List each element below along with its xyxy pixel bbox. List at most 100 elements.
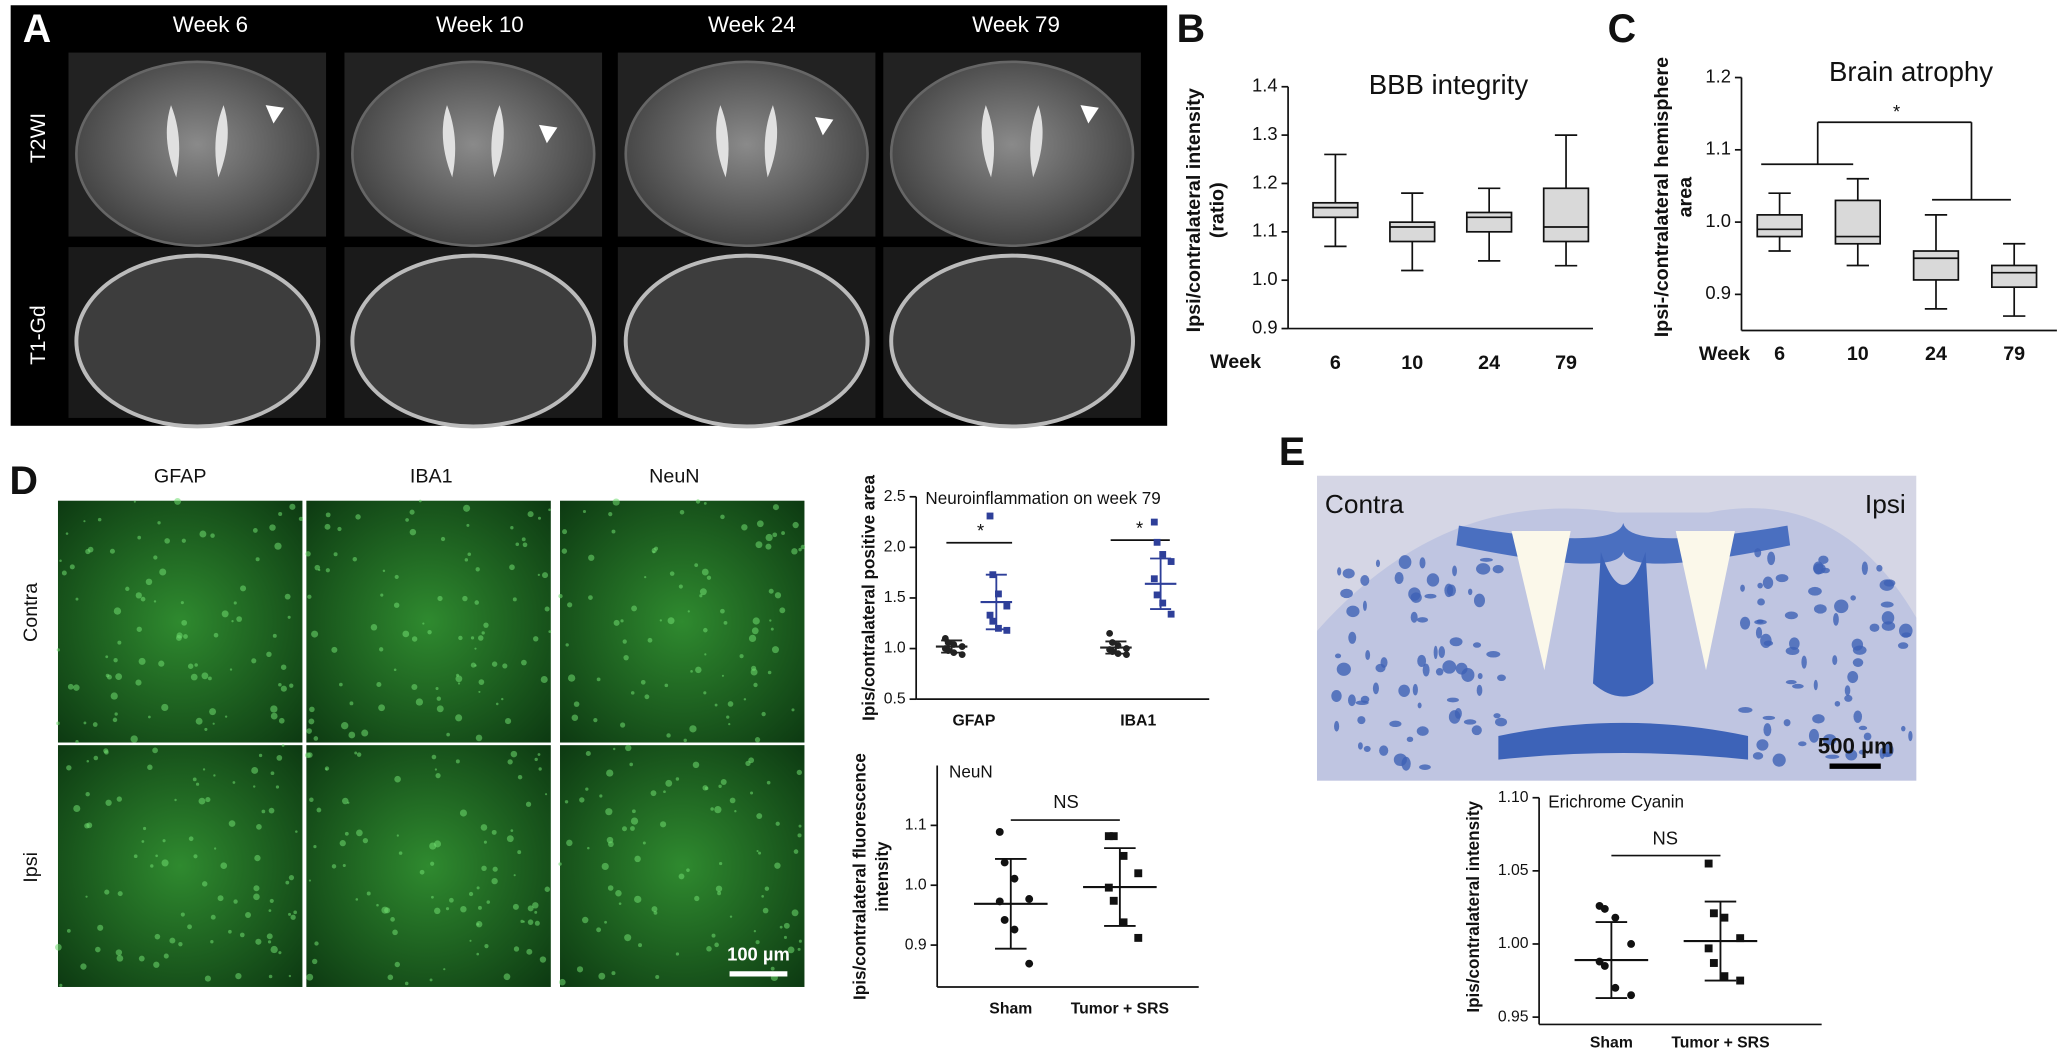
cell-speck — [217, 895, 224, 902]
cell-speck — [309, 706, 315, 713]
cell-speck — [565, 643, 569, 647]
cell-speck — [140, 596, 146, 602]
cell-speck — [183, 634, 188, 639]
cell-speck — [66, 929, 71, 933]
cell-speck — [599, 794, 603, 798]
cell-speck — [212, 722, 215, 725]
box — [1312, 201, 1359, 219]
cell-speck — [370, 624, 378, 631]
cell-speck — [354, 751, 358, 755]
cell-speck — [689, 725, 697, 733]
brain-section — [74, 253, 321, 429]
fiber-bundle — [1372, 682, 1379, 695]
cell-speck — [504, 718, 512, 725]
data-point — [1119, 851, 1128, 860]
cell-speck — [427, 629, 432, 635]
cell-speck — [474, 647, 477, 650]
image-layer — [10, 5, 1917, 987]
fiber-bundle — [1340, 588, 1353, 599]
cell-speck — [694, 563, 699, 568]
data-point — [1611, 983, 1620, 992]
cell-speck — [598, 972, 606, 980]
cell-speck — [313, 845, 317, 849]
cell-speck — [116, 954, 124, 962]
cell-speck — [764, 886, 770, 891]
fiber-bundle — [1346, 605, 1360, 618]
cell-speck — [409, 528, 417, 536]
cell-speck — [601, 862, 609, 871]
fiber-bundle — [1813, 679, 1818, 691]
y-tick-label: 0.95 — [1498, 1008, 1529, 1025]
cell-speck — [462, 595, 468, 602]
data-point — [1611, 913, 1620, 922]
fiber-bundle — [1754, 548, 1762, 558]
cell-speck — [59, 983, 63, 987]
cell-speck — [180, 601, 184, 605]
cell-speck — [540, 675, 548, 684]
cell-speck — [655, 975, 660, 980]
cell-speck — [706, 575, 712, 580]
cell-speck — [706, 946, 712, 952]
fiber-bundle — [1477, 672, 1483, 680]
cell-speck — [666, 733, 671, 738]
y-tick-label: 0.9 — [1252, 316, 1278, 337]
column-label: GFAP — [154, 465, 207, 487]
fiber-bundle — [1398, 555, 1412, 569]
fiber-bundle — [1410, 611, 1418, 623]
cell-speck — [527, 919, 534, 925]
cell-speck — [631, 809, 636, 814]
cell-speck — [752, 617, 760, 625]
cell-speck — [280, 664, 287, 670]
y-tick-label: 1.4 — [1252, 75, 1278, 96]
cell-speck — [305, 551, 311, 557]
cell-speck — [201, 672, 209, 680]
data-point — [1153, 538, 1161, 546]
cell-speck — [209, 708, 217, 716]
data-point — [1003, 626, 1011, 634]
fiber-bundle — [1486, 651, 1501, 658]
cell-speck — [312, 958, 318, 965]
cell-speck — [558, 593, 563, 599]
cell-speck — [59, 559, 62, 563]
fluorescence-image — [57, 745, 303, 987]
fiber-bundle — [1463, 719, 1477, 725]
fiber-bundle — [1783, 719, 1791, 727]
fiber-bundle — [1785, 679, 1797, 685]
data-point — [1025, 895, 1034, 903]
cell-speck — [394, 961, 401, 968]
cell-speck — [267, 940, 272, 944]
cell-speck — [506, 835, 514, 843]
x-tick-label: 79 — [2003, 343, 2025, 365]
cell-speck — [588, 554, 595, 561]
cell-speck — [692, 761, 700, 769]
cell-speck — [756, 813, 763, 820]
cell-speck — [710, 807, 714, 811]
cell-speck — [344, 831, 349, 836]
cell-speck — [651, 906, 658, 913]
fiber-bundle — [1416, 726, 1429, 736]
cell-speck — [331, 864, 337, 869]
cell-speck — [229, 668, 233, 671]
commissure — [1498, 722, 1749, 760]
cell-speck — [779, 607, 786, 614]
ventricle — [1511, 530, 1735, 671]
cell-speck — [576, 966, 584, 973]
cell-speck — [333, 552, 338, 557]
cell-speck — [695, 499, 701, 504]
fiber-bundle — [1738, 707, 1753, 713]
cell-speck — [634, 855, 641, 863]
data-point — [1159, 551, 1167, 558]
y-axis-label: (ratio) — [1207, 182, 1229, 238]
cell-speck — [715, 885, 723, 892]
cell-speck — [73, 684, 80, 691]
cell-speck — [470, 636, 475, 640]
cell-speck — [704, 786, 709, 791]
cell-speck — [411, 684, 418, 691]
cell-speck — [562, 529, 568, 535]
fiber-bundle — [1426, 573, 1440, 587]
cell-speck — [491, 661, 498, 667]
column-label: Week 24 — [708, 12, 796, 37]
cell-speck — [729, 797, 736, 804]
fiber-bundle — [1355, 700, 1369, 706]
cell-speck — [611, 529, 616, 534]
